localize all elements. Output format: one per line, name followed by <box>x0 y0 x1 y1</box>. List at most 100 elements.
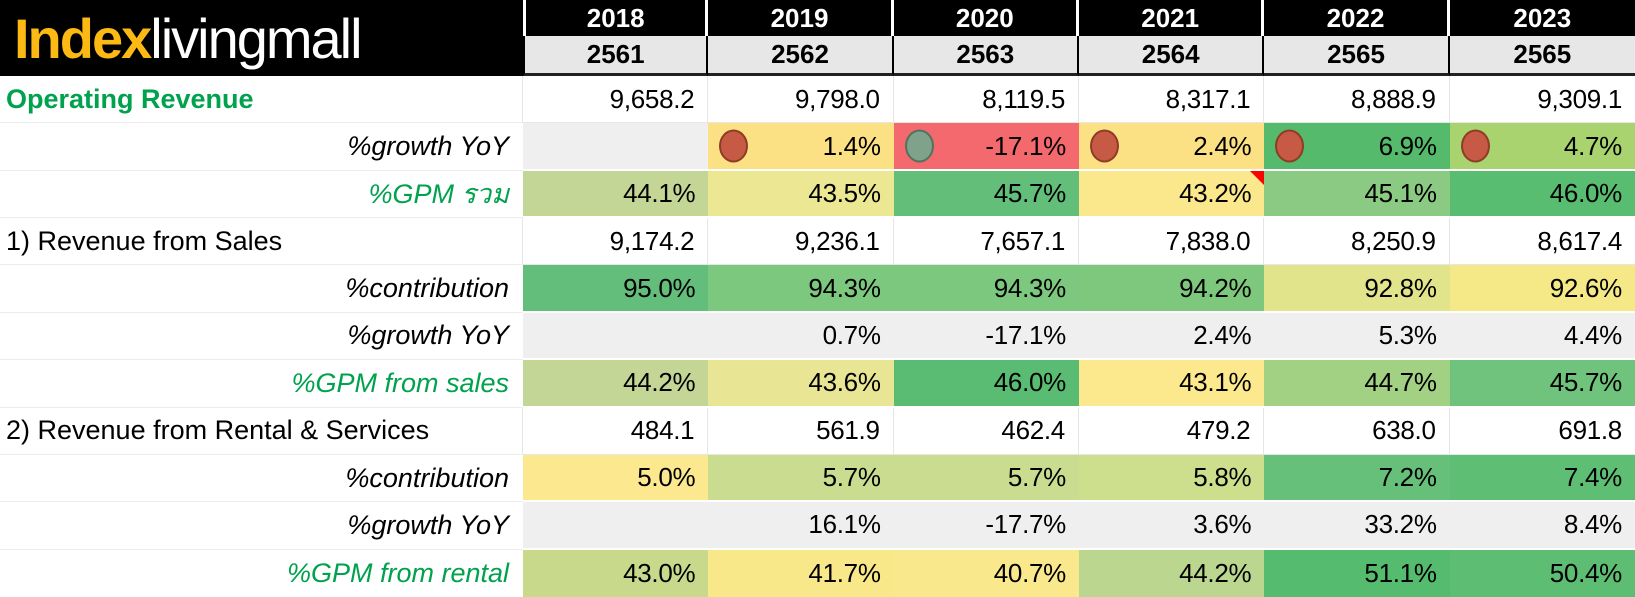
teal-circle-icon <box>904 129 934 163</box>
data-cell[interactable]: -17.1% <box>893 123 1079 171</box>
header-year-2023[interactable]: 2023 <box>1449 0 1635 36</box>
data-cell[interactable]: 5.8% <box>1078 454 1265 503</box>
row-label[interactable]: %GPM from sales <box>0 360 523 408</box>
cell-value: 561.9 <box>816 415 880 446</box>
data-cell[interactable]: 8.4% <box>1449 502 1635 550</box>
data-cell[interactable]: 8,317.1 <box>1078 76 1265 124</box>
row-label[interactable]: Operating Revenue <box>0 76 523 124</box>
row-label[interactable]: 2) Revenue from Rental & Services <box>0 407 523 455</box>
data-cell[interactable]: 8,888.9 <box>1264 76 1450 124</box>
data-cell[interactable]: 9,658.2 <box>523 76 709 124</box>
header-thai-year-2563[interactable]: 2563 <box>893 36 1079 76</box>
data-cell[interactable]: 40.7% <box>893 549 1079 597</box>
data-cell[interactable]: 7,838.0 <box>1078 218 1265 266</box>
row-label[interactable]: %GPM รวม <box>0 170 523 219</box>
data-cell[interactable]: 484.1 <box>523 407 709 455</box>
cell-value: 94.3% <box>993 272 1067 303</box>
data-cell[interactable]: 92.6% <box>1449 265 1635 313</box>
data-cell[interactable]: 44.7% <box>1264 360 1450 408</box>
header-thai-year-2561[interactable]: 2561 <box>523 36 709 76</box>
data-cell[interactable]: 94.3% <box>708 265 894 313</box>
data-cell[interactable]: 94.2% <box>1078 265 1265 313</box>
data-cell[interactable]: 41.7% <box>708 549 894 597</box>
data-cell[interactable]: 9,174.2 <box>523 218 709 266</box>
data-cell[interactable]: 462.4 <box>893 407 1079 455</box>
data-cell[interactable]: 5.7% <box>893 454 1079 503</box>
data-cell[interactable]: 43.2% <box>1078 170 1265 219</box>
data-cell[interactable]: 43.5% <box>708 170 894 219</box>
data-cell[interactable]: 44.1% <box>523 170 709 219</box>
row-label[interactable]: %growth YoY <box>0 123 523 171</box>
data-cell[interactable]: 43.0% <box>523 549 709 597</box>
data-cell[interactable]: 5.0% <box>523 454 709 503</box>
data-cell[interactable]: 2.4% <box>1078 123 1265 171</box>
data-cell[interactable]: 92.8% <box>1264 265 1450 313</box>
cell-value: 95.0% <box>623 272 696 303</box>
data-cell[interactable]: 6.9% <box>1264 123 1450 171</box>
data-cell[interactable]: 691.8 <box>1449 407 1635 455</box>
header-year-2018[interactable]: 2018 <box>523 0 709 36</box>
data-cell[interactable]: -17.7% <box>893 502 1079 550</box>
data-cell[interactable]: 7.2% <box>1264 454 1450 503</box>
data-cell[interactable] <box>523 502 709 550</box>
header-year-2021[interactable]: 2021 <box>1078 0 1265 36</box>
data-cell[interactable]: 45.1% <box>1264 170 1450 219</box>
data-cell[interactable]: 43.6% <box>708 360 894 408</box>
data-cell[interactable]: 8,250.9 <box>1264 218 1450 266</box>
data-cell[interactable]: 43.1% <box>1078 360 1265 408</box>
cell-value: 16.1% <box>808 509 881 540</box>
data-cell[interactable]: 638.0 <box>1264 407 1450 455</box>
cell-value: 5.0% <box>637 462 696 493</box>
data-cell[interactable]: 7,657.1 <box>893 218 1079 266</box>
data-cell[interactable]: 1.4% <box>708 123 894 171</box>
cell-value: 484.1 <box>630 415 695 446</box>
header-thai-year-2562[interactable]: 2562 <box>708 36 894 76</box>
data-cell[interactable]: 561.9 <box>708 407 894 455</box>
data-cell[interactable]: 45.7% <box>893 170 1079 219</box>
data-cell[interactable]: 44.2% <box>1078 549 1265 597</box>
data-cell[interactable]: 8,617.4 <box>1449 218 1635 266</box>
data-cell[interactable]: 8,119.5 <box>893 76 1079 124</box>
header-year-2020[interactable]: 2020 <box>893 0 1079 36</box>
row-label[interactable]: %growth YoY <box>0 502 523 550</box>
header-thai-year-2564[interactable]: 2564 <box>1078 36 1265 76</box>
data-cell[interactable]: -17.1% <box>893 312 1079 361</box>
data-cell[interactable]: 51.1% <box>1264 549 1450 597</box>
header-thai-year-2565-dup[interactable]: 2565 <box>1449 36 1635 76</box>
row-label[interactable]: %GPM from rental <box>0 549 523 597</box>
data-cell[interactable]: 94.3% <box>893 265 1079 313</box>
data-cell[interactable]: 5.3% <box>1264 312 1450 361</box>
data-cell[interactable]: 0.7% <box>708 312 894 361</box>
data-cell[interactable]: 9,798.0 <box>708 76 894 124</box>
data-cell[interactable]: 4.7% <box>1449 123 1635 171</box>
row-label[interactable]: %growth YoY <box>0 312 523 361</box>
header-year-2022[interactable]: 2022 <box>1264 0 1450 36</box>
row-label[interactable]: 1) Revenue from Sales <box>0 218 523 266</box>
cell-value: 5.7% <box>1007 462 1066 493</box>
data-cell[interactable]: 50.4% <box>1449 549 1635 597</box>
data-cell[interactable]: 2.4% <box>1078 312 1265 361</box>
data-cell[interactable]: 46.0% <box>893 360 1079 408</box>
header-year-2019[interactable]: 2019 <box>708 0 894 36</box>
cell-value: 0.7% <box>822 319 881 350</box>
data-cell[interactable]: 45.7% <box>1449 360 1635 408</box>
data-cell[interactable]: 3.6% <box>1078 502 1265 550</box>
data-cell[interactable]: 479.2 <box>1078 407 1265 455</box>
data-cell[interactable]: 16.1% <box>708 502 894 550</box>
data-cell[interactable]: 46.0% <box>1449 170 1635 219</box>
data-cell[interactable]: 33.2% <box>1264 502 1450 550</box>
row-label[interactable]: %contribution <box>0 265 523 313</box>
data-cell[interactable]: 9,236.1 <box>708 218 894 266</box>
data-cell[interactable]: 4.4% <box>1449 312 1635 361</box>
data-cell[interactable]: 44.2% <box>523 360 709 408</box>
data-cell[interactable] <box>523 123 709 171</box>
header-thai-year-2565[interactable]: 2565 <box>1264 36 1450 76</box>
data-cell[interactable]: 7.4% <box>1449 454 1635 503</box>
data-cell[interactable] <box>523 312 709 361</box>
data-cell[interactable]: 95.0% <box>523 265 709 313</box>
cell-value: 46.0% <box>993 367 1067 398</box>
data-cell[interactable]: 5.7% <box>708 454 894 503</box>
data-cell[interactable]: 9,309.1 <box>1449 76 1635 124</box>
row-label[interactable]: %contribution <box>0 454 523 503</box>
